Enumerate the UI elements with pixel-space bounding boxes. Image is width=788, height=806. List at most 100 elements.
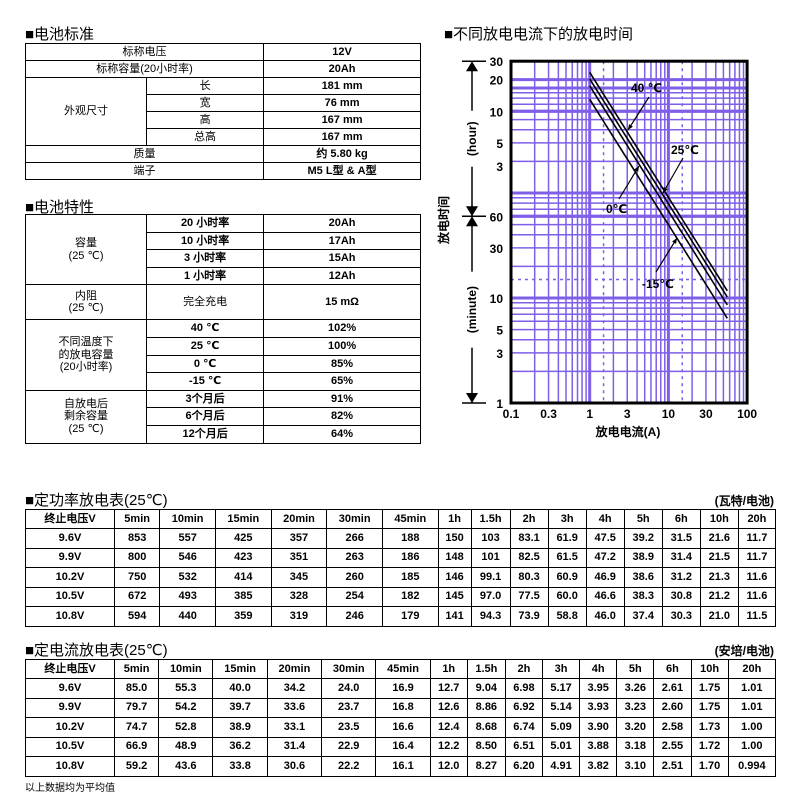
value-cell: 43.6 xyxy=(158,756,214,777)
header-duration: 1.5h xyxy=(466,659,506,679)
value-cell: 1.72 xyxy=(690,736,729,757)
value-cell: 3.20 xyxy=(616,717,655,738)
value-cell: 55.3 xyxy=(158,678,214,699)
arrowhead-icon xyxy=(628,124,633,130)
y-tick-label-minute: 1 xyxy=(496,397,503,411)
table-row: 1 小时率 12Ah xyxy=(26,266,421,286)
y-tick-label-minute: 5 xyxy=(496,324,503,338)
value-cell: 6.98 xyxy=(504,678,544,699)
value-cell: 6.51 xyxy=(504,736,544,757)
value-cell: 46.6 xyxy=(585,586,625,607)
value-cell: 425 xyxy=(214,528,272,549)
x-tick-label: 10 xyxy=(662,407,676,421)
y-axis-minute-label: (minute) xyxy=(465,286,479,333)
table-row: 高 167 mm xyxy=(26,111,421,129)
header-duration: 45min xyxy=(375,659,431,679)
end-voltage-cell: 10.2V xyxy=(25,717,115,738)
value-cell: 21.6 xyxy=(699,528,739,549)
y-axis-label: 放电时间 xyxy=(436,196,451,245)
table-row: 10.5V 672 493 385 328 254 182 145 97.0 77.5 60.0 46… xyxy=(25,586,777,607)
value-cell: 22.9 xyxy=(321,736,377,757)
x-tick-label: 1 xyxy=(586,407,593,421)
value-cell: 30.6 xyxy=(266,756,323,777)
header-duration: 5min xyxy=(113,509,161,529)
value-cell: 3.82 xyxy=(579,756,618,777)
value-cell: 351 xyxy=(270,547,328,568)
header-duration: 30min xyxy=(321,659,377,679)
end-voltage-cell: 10.2V xyxy=(25,567,115,588)
table-row: 终止电压V 5min 10min 15min 20min 30min 45min 1h 1.5h… xyxy=(25,659,777,679)
value-cell: 186 xyxy=(381,547,439,568)
annotation-arrow xyxy=(618,165,640,200)
value-cell: 246 xyxy=(326,606,383,627)
annotation-arrow xyxy=(627,96,650,131)
value-cell: 150 xyxy=(437,528,472,549)
value-cell: 853 xyxy=(113,528,161,549)
value-cell: 440 xyxy=(159,606,216,627)
value-cell: 101 xyxy=(470,547,511,568)
arrowhead-icon xyxy=(466,393,478,403)
value-cell: 0.994 xyxy=(727,756,777,777)
value-cell: 33.1 xyxy=(266,717,323,738)
value-cell: 40.0 xyxy=(212,678,268,699)
value-cell: 423 xyxy=(214,547,272,568)
y-tick-label-hour: 10 xyxy=(490,105,504,119)
table-row: 12个月后 64% xyxy=(26,424,421,444)
value-cell: 73.9 xyxy=(509,606,549,627)
spec-value: 167 mm xyxy=(263,128,421,146)
end-voltage-cell: 10.8V xyxy=(25,756,115,777)
value-cell: 83.1 xyxy=(509,528,549,549)
table-row: 10.2V 750 532 414 345 260 185 146 99.1 80.3 60.9 46… xyxy=(25,567,777,588)
characteristic-group-label: 自放电后 剩余容量 (25 ℃) xyxy=(24,389,148,444)
spec-value: M5 L型 & A型 xyxy=(263,162,421,180)
table-row: 10.2V 74.7 52.8 38.9 33.1 23.5 16.6 12.4 8.68 6.7… xyxy=(25,717,777,738)
value-cell: 414 xyxy=(214,567,272,588)
power-table-unit: (瓦特/电池) xyxy=(714,494,774,508)
value-cell: 21.3 xyxy=(699,567,739,588)
table-row: 质量约 5.80 kg xyxy=(24,145,421,163)
value-cell: 2.58 xyxy=(653,717,692,738)
header-duration: 5min xyxy=(113,659,160,679)
value-cell: 11.7 xyxy=(737,547,777,568)
table-row: 10.8V 594 440 359 319 246 179 141 94.3 73.9 58.8 46… xyxy=(25,606,777,627)
current-table-title: ■定电流放电表(25℃) xyxy=(25,642,168,659)
characteristic-value: 12Ah xyxy=(263,266,421,286)
value-cell: 38.9 xyxy=(623,547,663,568)
value-cell: 97.0 xyxy=(470,586,511,607)
spec-value: 167 mm xyxy=(263,111,421,129)
value-cell: 12.2 xyxy=(429,736,468,757)
arrowhead-icon xyxy=(466,61,478,72)
series-line xyxy=(589,85,728,306)
value-cell: 58.8 xyxy=(547,606,587,627)
series-line xyxy=(589,71,728,292)
table-row: 9.6V 853 557 425 357 266 188 150 103 83.1 61.9 47.5… xyxy=(25,528,777,549)
table-row: 宽 76 mm xyxy=(26,94,421,112)
table-row: 9.9V 800 546 423 351 263 186 148 101 82.5 61.5 47.2… xyxy=(25,547,777,568)
value-cell: 493 xyxy=(159,586,216,607)
arrowhead-icon xyxy=(466,216,478,227)
power-table: 终止电压V 5min 10min 15min 20min 30min 45min 1h 1.5h… xyxy=(25,509,777,627)
value-cell: 11.6 xyxy=(737,586,777,607)
value-cell: 79.7 xyxy=(113,697,160,718)
value-cell: 16.9 xyxy=(375,678,431,699)
value-cell: 141 xyxy=(437,606,472,627)
value-cell: 23.5 xyxy=(321,717,377,738)
value-cell: 3.10 xyxy=(616,756,655,777)
header-end-voltage: 终止电压V xyxy=(25,659,115,679)
value-cell: 2.61 xyxy=(653,678,692,699)
value-cell: 39.2 xyxy=(623,528,663,549)
value-cell: 557 xyxy=(159,528,216,549)
y-tick-label-minute: 10 xyxy=(490,292,504,306)
value-cell: 52.8 xyxy=(158,717,214,738)
end-voltage-cell: 10.8V xyxy=(25,606,115,627)
y-tick-label-hour: 20 xyxy=(490,74,504,88)
value-cell: 46.0 xyxy=(585,606,625,627)
value-cell: 12.7 xyxy=(429,678,468,699)
value-cell: 345 xyxy=(270,567,328,588)
value-cell: 36.2 xyxy=(212,736,268,757)
value-cell: 8.68 xyxy=(466,717,506,738)
y-tick-label-minute: 30 xyxy=(490,242,504,256)
value-cell: 6.20 xyxy=(504,756,544,777)
plot-frame xyxy=(509,59,749,405)
header-duration: 10h xyxy=(699,509,739,529)
